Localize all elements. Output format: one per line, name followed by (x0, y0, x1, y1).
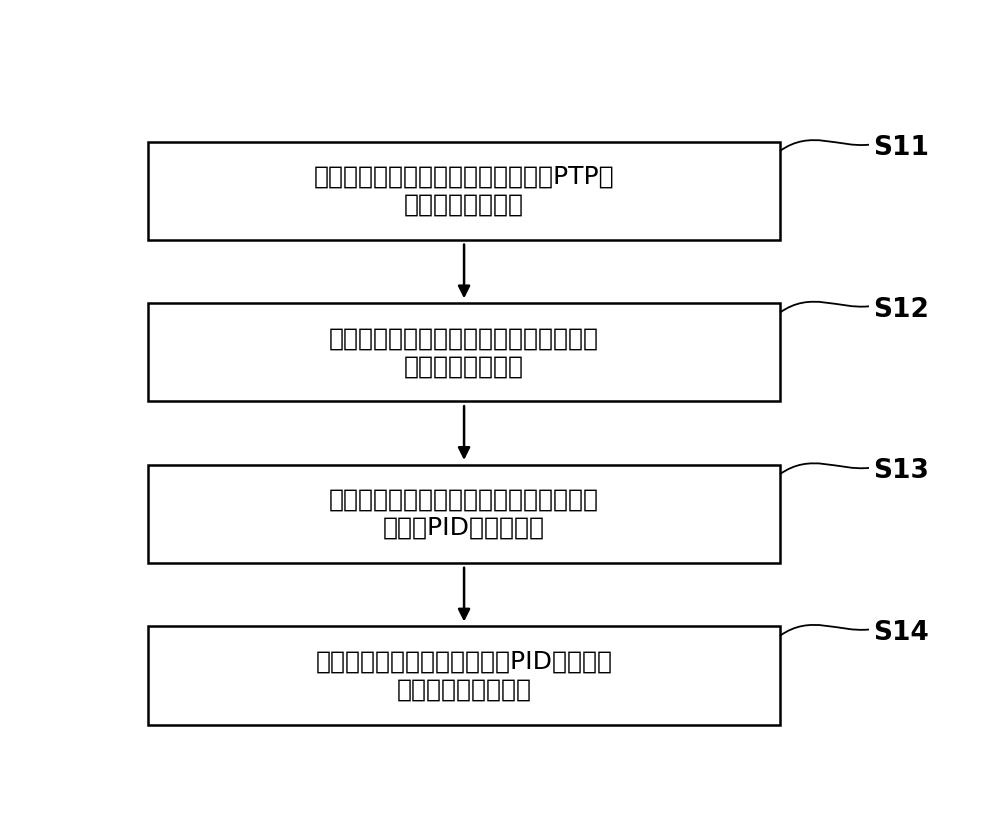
Text: 根据所述噪声幅值及所述噪声频率值确定: 根据所述噪声幅值及所述噪声频率值确定 (329, 488, 599, 512)
Bar (148, 465, 780, 563)
Text: 文的时间偏差信息: 文的时间偏差信息 (404, 193, 524, 216)
Bar (148, 626, 780, 724)
Text: S14: S14 (873, 620, 929, 646)
Bar (148, 142, 780, 239)
Text: S13: S13 (873, 458, 929, 485)
Text: 及所述噪声频率值: 及所述噪声频率值 (404, 354, 524, 379)
Bar (148, 303, 780, 402)
Text: 值筛选所述噪声信息: 值筛选所述噪声信息 (397, 677, 532, 701)
Text: 提取包含噪声信息及时间信息的所述PTP报: 提取包含噪声信息及时间信息的所述PTP报 (314, 165, 614, 188)
Text: 对应的PID参数修正值: 对应的PID参数修正值 (383, 516, 545, 540)
Text: 根据所述时间偏差信息及所述PID参数修正: 根据所述时间偏差信息及所述PID参数修正 (316, 649, 613, 673)
Text: S12: S12 (873, 297, 929, 323)
Text: S11: S11 (873, 135, 929, 161)
Text: 根据所述时间偏差信息确定所述噪声幅值: 根据所述时间偏差信息确定所述噪声幅值 (329, 326, 599, 351)
